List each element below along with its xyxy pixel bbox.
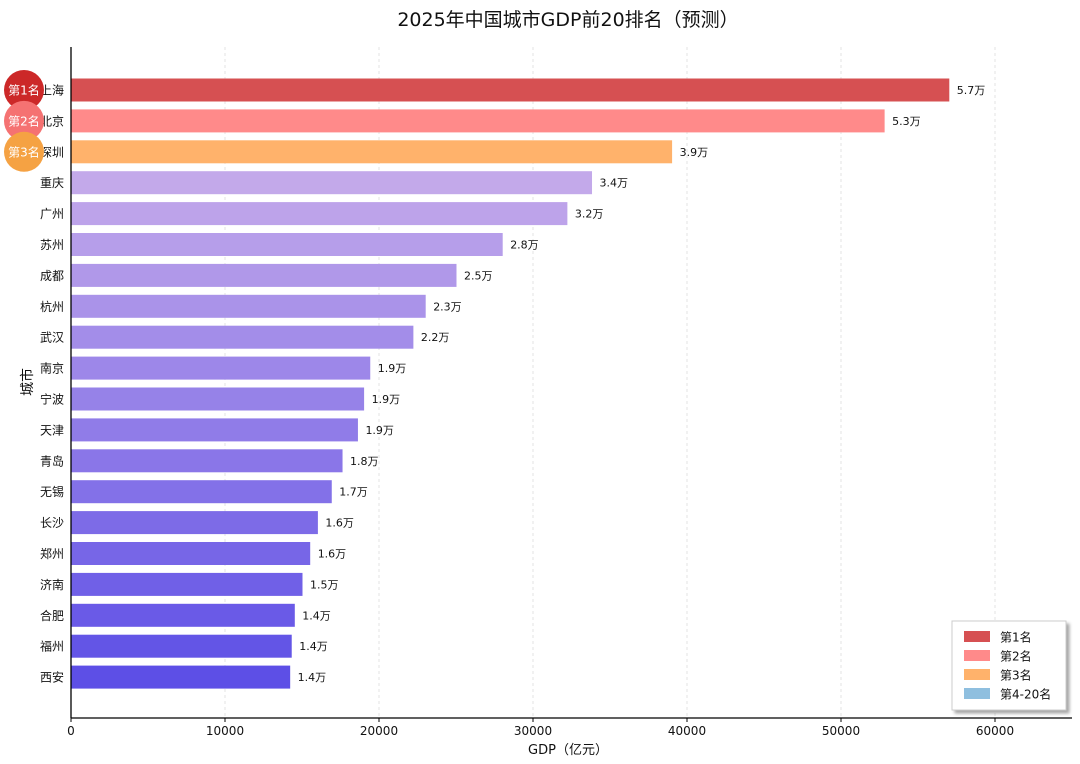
legend-label-4: 第4-20名 <box>1000 687 1051 702</box>
category-label-16: 郑州 <box>40 546 64 561</box>
category-label-14: 无锡 <box>40 484 64 499</box>
category-label-4: 重庆 <box>40 176 64 190</box>
bar-15 <box>71 511 318 535</box>
bar-5 <box>71 202 568 226</box>
value-label-15: 1.6万 <box>325 517 354 530</box>
bar-17 <box>71 572 303 596</box>
category-label-9: 武汉 <box>40 331 64 345</box>
bar-19 <box>71 634 292 658</box>
bar-8 <box>71 294 426 318</box>
legend-swatch-4 <box>964 688 990 699</box>
chart-title: 2025年中国城市GDP前20排名（预测） <box>397 9 738 31</box>
value-label-13: 1.8万 <box>350 455 379 468</box>
x-tick-label-10000: 10000 <box>206 724 244 738</box>
rank-badge-label-3: 第3名 <box>8 144 40 159</box>
x-tick-label-0: 0 <box>67 724 75 738</box>
bar-18 <box>71 603 295 627</box>
category-label-20: 西安 <box>40 670 64 685</box>
category-label-5: 广州 <box>40 207 64 221</box>
value-labels: 5.7万 5.3万 3.9万 3.4万 3.2万 2.8万 2.5万 2.3万 2.2万 1.9万… <box>298 84 986 684</box>
value-label-1: 5.7万 <box>957 84 986 97</box>
value-label-3: 3.9万 <box>680 146 709 159</box>
value-label-2: 5.3万 <box>892 115 921 128</box>
bar-3 <box>71 140 673 164</box>
category-label-12: 天津 <box>40 423 64 437</box>
category-label-17: 济南 <box>40 577 64 592</box>
bar-16 <box>71 542 311 565</box>
rank-badge-1 <box>4 70 44 110</box>
category-label-15: 长沙 <box>40 516 64 530</box>
value-label-11: 1.9万 <box>372 393 401 406</box>
rank-badge-label-2: 第2名 <box>8 113 40 128</box>
legend-label-1: 第1名 <box>1000 630 1032 645</box>
bar-7 <box>71 263 457 287</box>
x-tick-label-30000: 30000 <box>514 724 552 738</box>
category-label-10: 南京 <box>40 361 64 376</box>
value-label-10: 1.9万 <box>378 362 407 375</box>
bar-20 <box>71 665 291 689</box>
x-tick-label-60000: 60000 <box>976 724 1014 738</box>
category-label-6: 苏州 <box>40 238 64 252</box>
category-label-13: 青岛 <box>40 453 64 468</box>
bar-6 <box>71 233 503 256</box>
legend-label-2: 第2名 <box>1000 649 1032 664</box>
bar-12 <box>71 418 358 442</box>
legend-swatch-3 <box>964 669 990 680</box>
bar-4 <box>71 171 593 195</box>
value-label-5: 3.2万 <box>575 208 604 221</box>
x-tick-labels: 0 10000 20000 30000 40000 50000 60000 <box>67 718 1014 738</box>
rank-badge-2 <box>4 100 44 141</box>
value-label-20: 1.4万 <box>298 671 327 684</box>
category-label-8: 杭州 <box>40 299 64 314</box>
y-axis-label: 城市 <box>19 368 36 396</box>
value-label-18: 1.4万 <box>302 609 331 622</box>
bar-1 <box>71 78 950 102</box>
bar-11 <box>71 387 365 411</box>
value-label-7: 2.5万 <box>464 269 493 282</box>
legend-swatch-1 <box>964 631 990 642</box>
bar-2 <box>71 109 885 133</box>
category-label-18: 合肥 <box>40 608 64 623</box>
rank-badge-label-1: 第1名 <box>8 83 40 98</box>
value-label-17: 1.5万 <box>310 578 339 591</box>
value-label-16: 1.6万 <box>318 548 347 561</box>
axes <box>70 47 1072 719</box>
x-tick-label-20000: 20000 <box>360 724 398 738</box>
category-label-19: 福州 <box>40 639 64 654</box>
bar-14 <box>71 480 332 504</box>
value-label-4: 3.4万 <box>600 177 629 190</box>
value-label-9: 2.2万 <box>421 331 450 344</box>
bar-10 <box>71 356 371 380</box>
value-label-6: 2.8万 <box>510 239 539 252</box>
rank-badge-3 <box>4 131 44 172</box>
x-tick-label-50000: 50000 <box>822 724 860 738</box>
category-label-7: 成都 <box>40 269 64 283</box>
category-label-3: 深圳 <box>40 145 64 159</box>
category-label-2: 北京 <box>40 114 64 128</box>
legend-label-3: 第3名 <box>1000 668 1032 683</box>
value-label-8: 2.3万 <box>433 300 462 313</box>
legend-swatch-2 <box>964 650 990 661</box>
value-label-19: 1.4万 <box>299 640 328 653</box>
category-label-11: 宁波 <box>40 392 64 407</box>
value-label-14: 1.7万 <box>339 486 368 499</box>
bar-13 <box>71 449 343 473</box>
category-label-1: 上海 <box>40 83 64 98</box>
x-tick-label-40000: 40000 <box>668 724 706 738</box>
bar-9 <box>71 325 414 349</box>
value-label-12: 1.9万 <box>365 424 394 437</box>
bars <box>71 78 950 689</box>
x-axis-label: GDP（亿元） <box>528 743 608 758</box>
